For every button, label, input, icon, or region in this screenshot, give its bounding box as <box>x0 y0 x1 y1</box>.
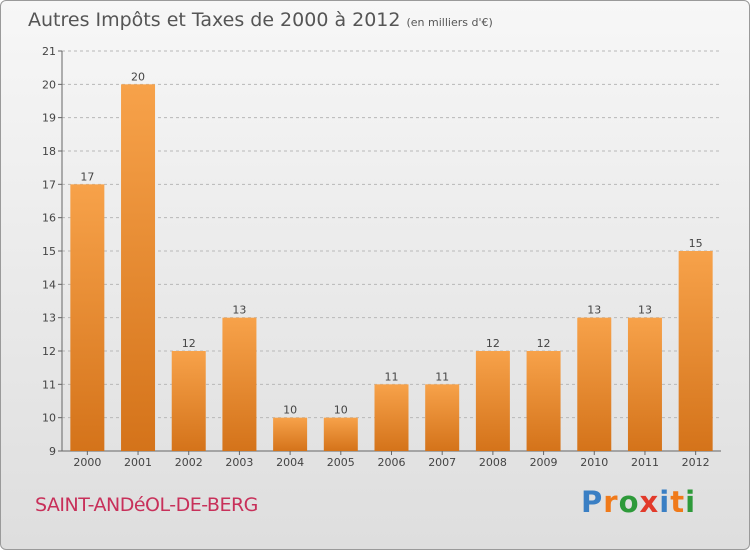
bar-2008 <box>475 351 510 451</box>
brand-letter: i <box>659 485 671 519</box>
chart-title-text: Autres Impôts et Taxes de 2000 à 2012 <box>28 9 401 31</box>
y-tick-label: 13 <box>42 312 56 325</box>
chart-unit: (en milliers d'€) <box>406 16 493 29</box>
grid-lines <box>62 50 721 419</box>
x-tick-label-2005: 2005 <box>327 456 355 469</box>
value-label-2011: 13 <box>638 304 652 317</box>
brand-letter: r <box>603 485 619 519</box>
x-tick-label-2000: 2000 <box>73 456 101 469</box>
y-tick-label: 19 <box>42 112 56 125</box>
y-tick-label: 11 <box>42 378 56 391</box>
x-tick-label-2003: 2003 <box>225 456 253 469</box>
x-tick-label-2007: 2007 <box>428 456 456 469</box>
bar-2003 <box>222 317 257 451</box>
x-tick-label-2002: 2002 <box>175 456 203 469</box>
y-tick-label: 14 <box>42 278 56 291</box>
y-tick-label: 10 <box>42 412 56 425</box>
y-tick-label: 17 <box>42 178 56 191</box>
x-tick-label-2008: 2008 <box>479 456 507 469</box>
bar-2005 <box>323 417 358 451</box>
value-label-2008: 12 <box>486 337 500 350</box>
value-label-2006: 11 <box>385 370 399 383</box>
y-tick-label: 21 <box>42 45 56 58</box>
brand-letter: o <box>618 485 640 519</box>
value-label-2000: 17 <box>80 170 94 183</box>
bars <box>70 84 713 452</box>
value-label-2003: 13 <box>232 304 246 317</box>
y-tick-label: 20 <box>42 78 56 91</box>
bar-2007 <box>425 384 460 451</box>
y-tick-label: 12 <box>42 345 56 358</box>
brand-letter: t <box>670 485 686 519</box>
chart-title: Autres Impôts et Taxes de 2000 à 2012 (en… <box>28 9 493 31</box>
bar-2000 <box>70 184 105 452</box>
value-label-2001: 20 <box>131 70 145 83</box>
x-tick-label-2009: 2009 <box>530 456 558 469</box>
x-tick-label-2001: 2001 <box>124 456 152 469</box>
proxiti-logo: Proxiti <box>581 485 696 519</box>
commune-name: SAINT-ANDéOL-DE-BERG <box>35 494 258 516</box>
bar-2004 <box>273 417 308 451</box>
value-label-2010: 13 <box>587 304 601 317</box>
brand-letter: i <box>685 485 697 519</box>
bar-2010 <box>577 317 612 451</box>
x-tick-label-2010: 2010 <box>580 456 608 469</box>
y-tick-label: 9 <box>49 445 56 458</box>
x-tick-label-2012: 2012 <box>682 456 710 469</box>
bar-2002 <box>171 351 206 451</box>
bar-2009 <box>526 351 561 451</box>
value-label-2004: 10 <box>283 404 297 417</box>
x-tick-label-2006: 2006 <box>378 456 406 469</box>
bar-2001 <box>121 84 156 451</box>
value-label-2012: 15 <box>689 237 703 250</box>
bar-2011 <box>627 317 662 451</box>
value-label-2002: 12 <box>182 337 196 350</box>
y-tick-label: 15 <box>42 245 56 258</box>
labels: 9 10 11 12 13 14 15 16 17 18 19 20 21 17 2000 20 2001 12 2… <box>42 45 710 469</box>
y-tick-label: 18 <box>42 145 56 158</box>
brand-letter: x <box>639 485 660 519</box>
value-label-2009: 12 <box>537 337 551 350</box>
brand-letter: P <box>581 485 604 519</box>
value-label-2007: 11 <box>435 370 449 383</box>
x-tick-label-2004: 2004 <box>276 456 304 469</box>
bar-2012 <box>678 251 713 451</box>
x-tick-label-2011: 2011 <box>631 456 659 469</box>
value-label-2005: 10 <box>334 404 348 417</box>
bar-2006 <box>374 384 409 451</box>
y-tick-label: 16 <box>42 212 56 225</box>
